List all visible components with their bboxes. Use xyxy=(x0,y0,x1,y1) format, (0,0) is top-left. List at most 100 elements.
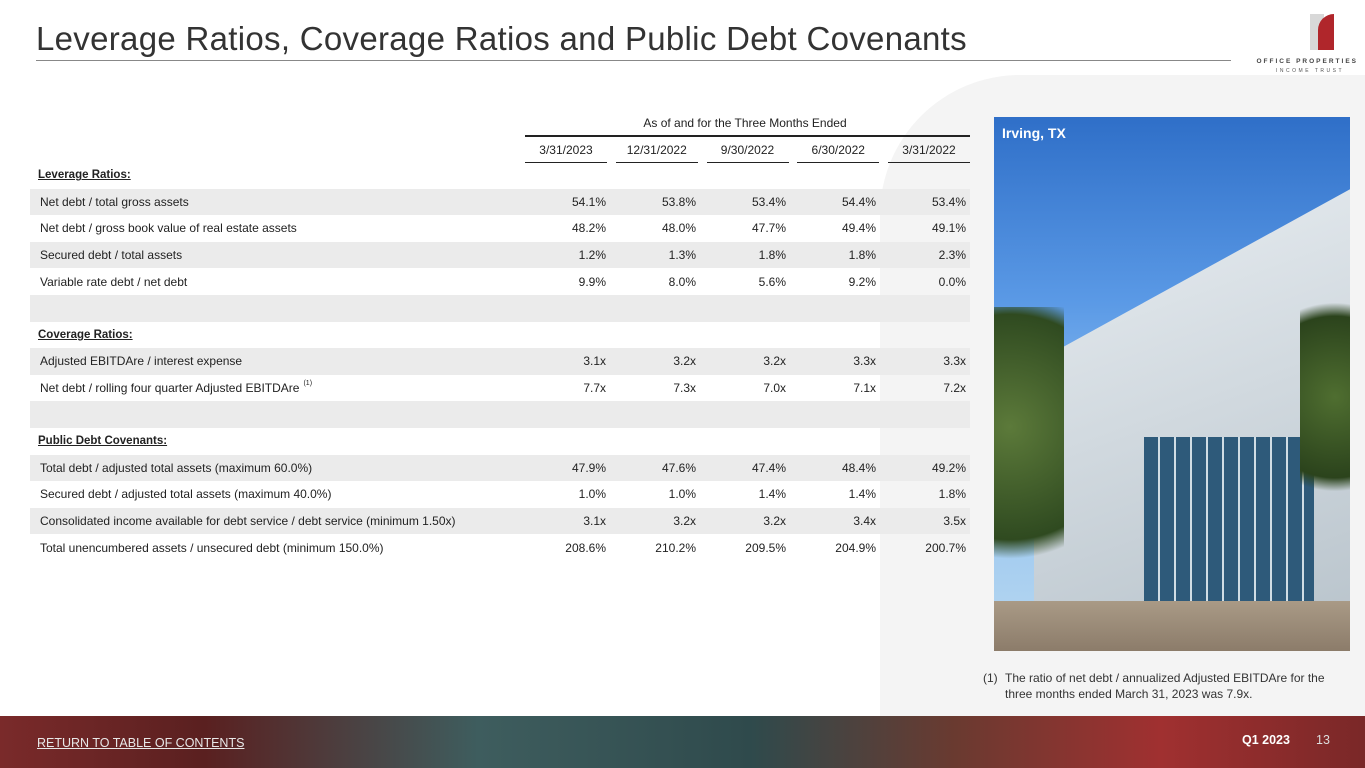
cell-value: 49.2% xyxy=(931,460,966,475)
cell-value: 47.4% xyxy=(751,460,786,475)
row-label: Net debt / gross book value of real esta… xyxy=(40,221,297,236)
row-label: Total unencumbered assets / unsecured de… xyxy=(40,540,384,555)
logo-text: OFFICE PROPERTIES xyxy=(1256,58,1358,65)
cell-value: 209.5% xyxy=(745,540,786,555)
section-header-row: Public Debt Covenants: xyxy=(30,428,970,455)
cell-value: 1.0% xyxy=(578,487,606,502)
property-photo: Irving, TX xyxy=(994,117,1350,651)
page-number: 13 xyxy=(1316,733,1330,747)
cell-value: 47.7% xyxy=(751,221,786,236)
cell-value: 210.2% xyxy=(655,540,696,555)
row-label: Adjusted EBITDAre / interest expense xyxy=(40,354,243,369)
row-label: Net debt / rolling four quarter Adjusted… xyxy=(40,381,300,396)
cell-value: 208.6% xyxy=(565,540,606,555)
cell-value: 1.8% xyxy=(758,248,786,263)
cell-value: 5.6% xyxy=(758,274,786,289)
cell-value: 48.0% xyxy=(661,221,696,236)
cell-value: 53.4% xyxy=(751,194,786,209)
table-row: Secured debt / adjusted total assets (ma… xyxy=(30,481,970,508)
spacer-row xyxy=(30,401,970,428)
table-row: Adjusted EBITDAre / interest expense 3.1x… xyxy=(30,348,970,375)
row-label: Leverage Ratios: xyxy=(38,169,131,182)
cell-value: 3.2x xyxy=(763,354,786,369)
company-logo: OFFICE PROPERTIES INCOME TRUST xyxy=(1256,14,1358,74)
cell-value: 3.5x xyxy=(943,514,966,529)
table-row: Total debt / adjusted total assets (maxi… xyxy=(30,454,970,482)
section-header-row: Coverage Ratios: xyxy=(30,322,970,349)
cell-value: 7.0x xyxy=(763,381,786,396)
cell-value: 7.3x xyxy=(673,381,696,396)
cell-value: 1.0% xyxy=(668,487,696,502)
table-row: Consolidated income available for debt s… xyxy=(30,507,970,535)
cell-value: 0.0% xyxy=(938,274,966,289)
table-row: Secured debt / total assets 1.2% 1.3% 1.8% 1… xyxy=(30,241,970,269)
cell-value: 2.3% xyxy=(938,248,966,263)
column-header: 12/31/2022 xyxy=(615,143,698,163)
table-row: Net debt / rolling four quarter Adjusted… xyxy=(30,375,970,402)
column-header: 9/30/2022 xyxy=(706,143,789,163)
cell-value: 47.9% xyxy=(571,460,606,475)
column-header: 6/30/2022 xyxy=(797,143,880,163)
cell-value: 54.4% xyxy=(841,194,876,209)
row-label: Coverage Ratios: xyxy=(38,328,133,341)
cell-value: 1.8% xyxy=(848,248,876,263)
row-label: Secured debt / adjusted total assets (ma… xyxy=(40,487,332,502)
cell-value: 9.2% xyxy=(848,274,876,289)
footer-banner xyxy=(0,716,1365,768)
cell-value: 3.3x xyxy=(853,354,876,369)
footnote-text: The ratio of net debt / annualized Adjus… xyxy=(1005,671,1325,701)
logo-subtext: INCOME TRUST xyxy=(1276,68,1344,74)
page-title: Leverage Ratios, Coverage Ratios and Pub… xyxy=(36,20,967,57)
cell-value: 3.4x xyxy=(853,514,876,529)
cell-value: 1.4% xyxy=(758,487,786,502)
row-label: Secured debt / total assets xyxy=(40,248,183,263)
cell-value: 3.2x xyxy=(673,354,696,369)
group-header: As of and for the Three Months Ended xyxy=(643,116,847,130)
cell-value: 1.4% xyxy=(848,487,876,502)
section-header-row: Leverage Ratios: xyxy=(30,162,970,189)
cell-value: 204.9% xyxy=(835,540,876,555)
table-row: Total unencumbered assets / unsecured de… xyxy=(30,534,970,561)
cell-value: 9.9% xyxy=(578,274,606,289)
cell-value: 7.7x xyxy=(583,381,606,396)
table-row: Variable rate debt / net debt 9.9% 8.0% 5.6… xyxy=(30,268,970,295)
cell-value: 49.1% xyxy=(931,221,966,236)
cell-value: 48.4% xyxy=(841,460,876,475)
cell-value: 1.3% xyxy=(668,248,696,263)
photo-location-label: Irving, TX xyxy=(1002,125,1066,141)
footnote: (1) The ratio of net debt / annualized A… xyxy=(983,670,1353,702)
column-header: 3/31/2022 xyxy=(888,143,970,163)
cell-value: 7.2x xyxy=(943,381,966,396)
row-label: Variable rate debt / net debt xyxy=(40,274,188,289)
cell-value: 47.6% xyxy=(661,460,696,475)
cell-value: 8.0% xyxy=(668,274,696,289)
cell-value: 7.1x xyxy=(853,381,876,396)
cell-value: 1.2% xyxy=(578,248,606,263)
cell-value: 48.2% xyxy=(571,221,606,236)
cell-value: 3.2x xyxy=(673,514,696,529)
table-body: Leverage Ratios: Net debt / total gross a… xyxy=(30,162,970,561)
cell-value: 3.1x xyxy=(583,354,606,369)
table-row: Net debt / total gross assets 54.1% 53.8% 5… xyxy=(30,188,970,216)
row-label: Total debt / adjusted total assets (maxi… xyxy=(40,460,313,475)
cell-value: 54.1% xyxy=(571,194,606,209)
footnote-number: (1) xyxy=(983,671,998,685)
period-label: Q1 2023 xyxy=(1242,733,1290,747)
cell-value: 53.8% xyxy=(661,194,696,209)
group-header-rule xyxy=(525,135,970,137)
column-header: 3/31/2023 xyxy=(525,143,607,163)
cell-value: 3.3x xyxy=(943,354,966,369)
column-headers: 3/31/2023 12/31/2022 9/30/2022 6/30/2022… xyxy=(525,143,970,163)
table-row: Net debt / gross book value of real esta… xyxy=(30,215,970,242)
spacer-row xyxy=(30,294,970,322)
footnote-ref: (1) xyxy=(303,379,313,387)
cell-value: 49.4% xyxy=(841,221,876,236)
return-to-toc-link[interactable]: RETURN TO TABLE OF CONTENTS xyxy=(37,736,245,750)
row-label: Net debt / total gross assets xyxy=(40,194,189,209)
title-divider xyxy=(36,60,1231,61)
cell-value: 1.8% xyxy=(938,487,966,502)
cell-value: 200.7% xyxy=(925,540,966,555)
row-label: Consolidated income available for debt s… xyxy=(40,514,456,529)
cell-value: 3.2x xyxy=(763,514,786,529)
row-label: Public Debt Covenants: xyxy=(38,435,168,448)
